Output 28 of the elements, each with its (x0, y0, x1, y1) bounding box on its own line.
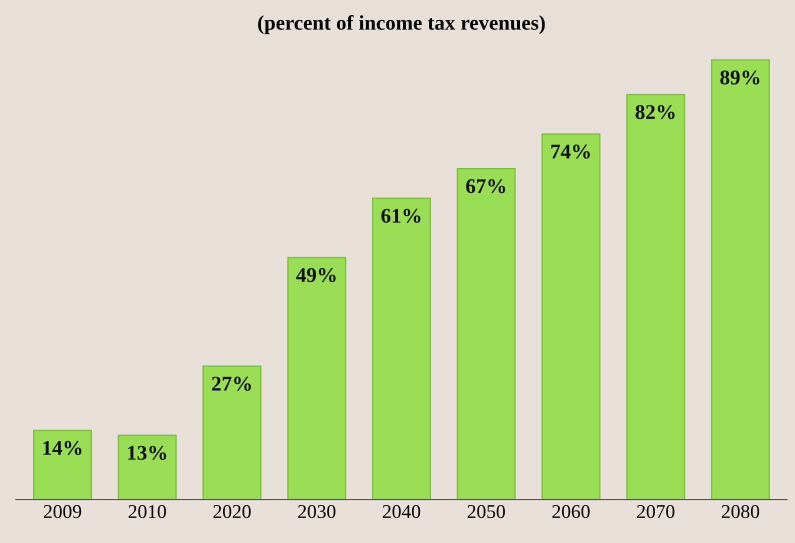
x-tick-label: 2010 (128, 504, 166, 518)
bar (287, 256, 346, 500)
bar (33, 430, 92, 500)
data-label: 89% (720, 70, 760, 85)
x-tick-label: 2009 (44, 504, 82, 518)
x-tick-label: 2030 (298, 504, 336, 518)
bar (710, 59, 770, 500)
bar (372, 198, 431, 500)
data-label: 49% (296, 268, 336, 282)
data-label: 14% (43, 440, 82, 456)
bar (456, 168, 516, 500)
data-label: 74% (551, 144, 590, 159)
data-label: 27% (212, 376, 251, 391)
data-label: 67% (466, 179, 506, 194)
chart-title: (percent of income tax revenues) (258, 15, 545, 34)
x-tick-label: 2020 (213, 504, 251, 518)
bar (626, 94, 686, 500)
data-label: 82% (636, 105, 675, 120)
data-label: 13% (128, 446, 166, 460)
x-tick-label: 2040 (382, 504, 420, 518)
x-tick-label: 2070 (637, 504, 674, 518)
x-tick-label: 2080 (722, 504, 760, 518)
bar (118, 434, 177, 500)
bar (202, 366, 262, 500)
x-tick-label: 2060 (552, 504, 590, 518)
bar (541, 133, 600, 500)
x-tick-label: 2050 (468, 504, 505, 518)
data-label: 61% (381, 208, 420, 223)
